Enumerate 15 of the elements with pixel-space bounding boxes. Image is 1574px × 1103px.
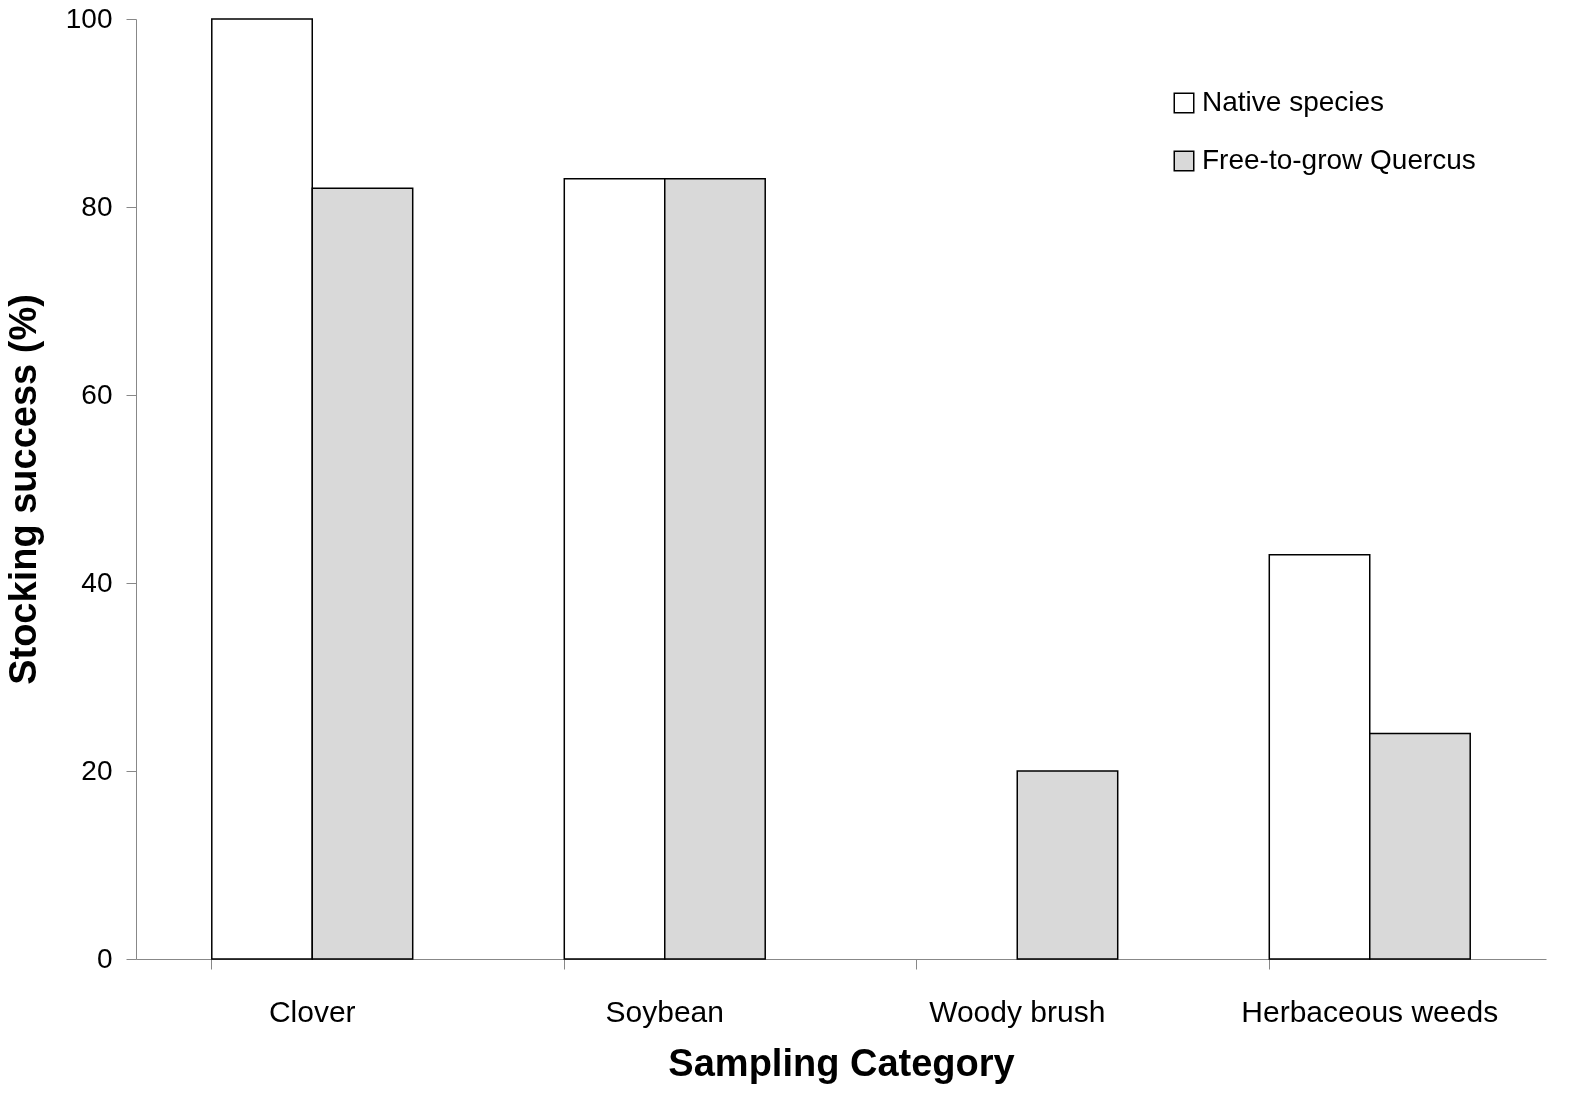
x-tick-label: Clover	[268, 994, 356, 1028]
x-axis-title: Sampling Category	[668, 1041, 1015, 1084]
y-axis-title: Stocking success (%)	[1, 294, 44, 685]
x-tick-label: Herbaceous weeds	[1241, 994, 1499, 1028]
y-tick-label: 80	[81, 190, 113, 222]
y-tick-label: 60	[81, 378, 113, 410]
y-tick-label: 0	[96, 942, 113, 974]
y-tick-label: 100	[65, 2, 113, 34]
x-tick-label: Woody brush	[929, 994, 1106, 1028]
y-tick-label: 40	[81, 566, 113, 598]
legend-label: Native species	[1202, 86, 1385, 117]
legend-label: Free-to-grow Quercus	[1202, 144, 1476, 175]
y-tick-label: 20	[81, 754, 113, 786]
x-tick-label: Soybean	[605, 994, 724, 1028]
bar	[1016, 770, 1119, 960]
